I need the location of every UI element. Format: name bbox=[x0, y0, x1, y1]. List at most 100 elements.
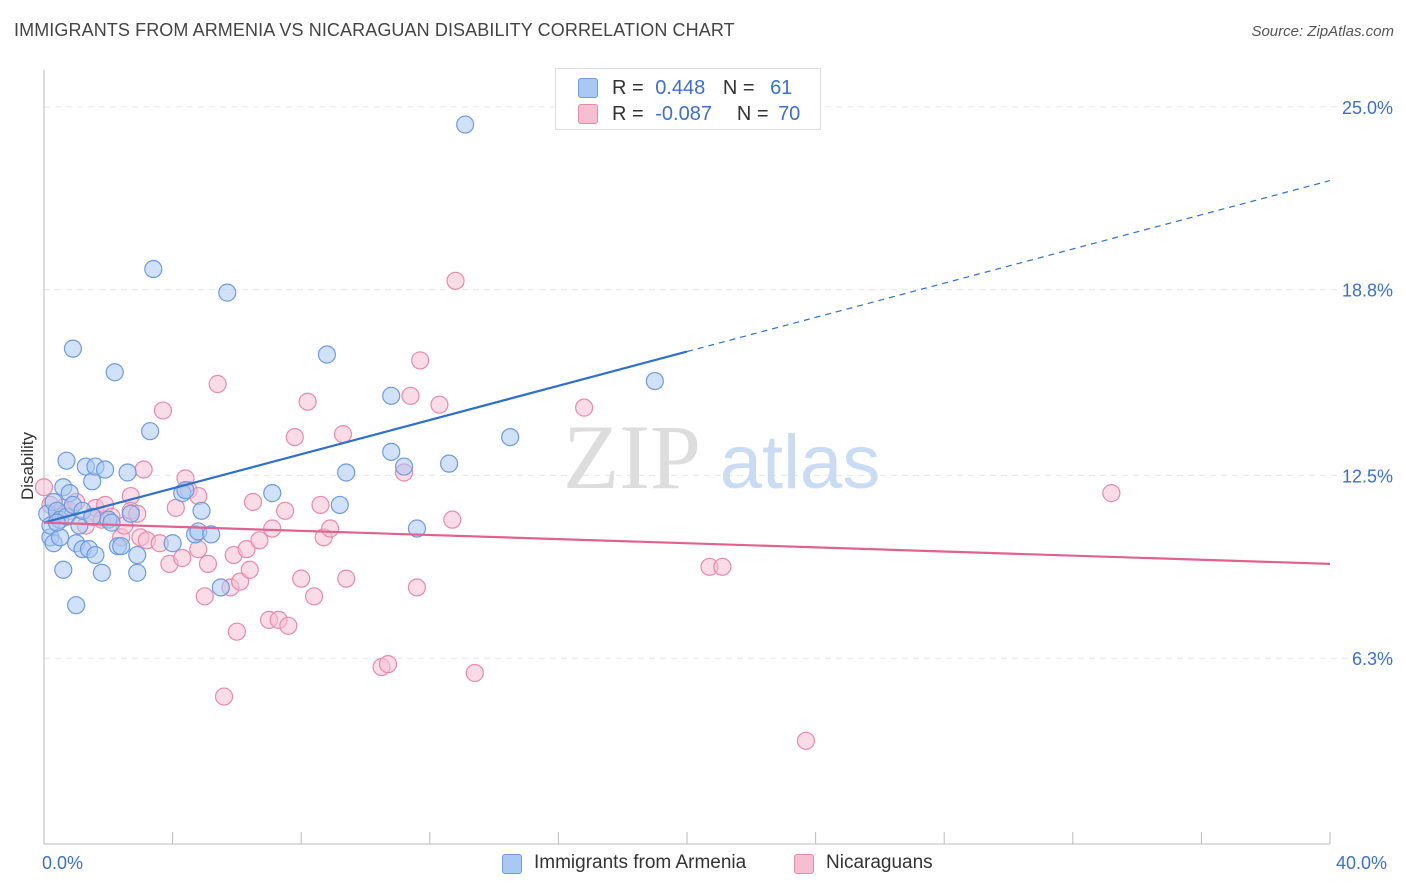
data-point bbox=[645, 371, 664, 391]
data-point bbox=[276, 501, 295, 520]
data-point bbox=[208, 374, 227, 394]
nicaraguans-swatch bbox=[578, 104, 598, 124]
series-immigrants-from-armenia bbox=[38, 115, 664, 615]
data-point bbox=[796, 731, 816, 750]
stats-text-armenia: R = 0.448 N = 61 bbox=[612, 77, 792, 100]
y-axis-label: Disability bbox=[18, 431, 37, 500]
data-point bbox=[430, 395, 449, 414]
data-point bbox=[54, 560, 73, 579]
legend-label-armenia: Immigrants from Armenia bbox=[534, 852, 747, 873]
data-point bbox=[173, 548, 192, 568]
trend-line-armenia-extension bbox=[686, 179, 1331, 353]
n-label: N = bbox=[722, 77, 755, 99]
data-point bbox=[382, 442, 401, 461]
data-point bbox=[140, 422, 160, 441]
n-value: 70 bbox=[778, 103, 801, 125]
data-point bbox=[279, 616, 298, 635]
data-point bbox=[211, 578, 230, 597]
data-point bbox=[337, 463, 356, 482]
data-point bbox=[243, 492, 263, 512]
data-point bbox=[92, 563, 111, 582]
data-point bbox=[263, 519, 282, 538]
data-point bbox=[218, 283, 237, 302]
data-point bbox=[202, 525, 221, 544]
data-point bbox=[401, 386, 420, 405]
trend-lines bbox=[43, 179, 1331, 565]
trend-line-armenia bbox=[43, 350, 688, 524]
data-point bbox=[192, 501, 211, 520]
data-point bbox=[153, 401, 173, 420]
data-point bbox=[128, 563, 147, 582]
stats-text-nicaraguans: R = -0.087 N = 70 bbox=[612, 103, 800, 126]
data-point bbox=[118, 463, 137, 482]
axes bbox=[43, 70, 1331, 845]
data-point bbox=[456, 115, 475, 134]
data-point bbox=[250, 531, 269, 550]
data-point bbox=[394, 457, 414, 476]
y-tick-labels: 6.3% 12.5% 18.8% 25.0% bbox=[1342, 98, 1393, 669]
chart-title: IMMIGRANTS FROM ARMENIA VS NICARAGUAN DI… bbox=[14, 20, 735, 40]
trend-line-nicaraguans bbox=[43, 521, 1331, 565]
data-point bbox=[102, 513, 121, 532]
n-value: 61 bbox=[770, 77, 793, 99]
r-value: 0.448 bbox=[655, 77, 706, 99]
series-legend: Immigrants from Armenia Nicaraguans bbox=[0, 852, 1406, 878]
data-point bbox=[411, 351, 430, 370]
data-point bbox=[465, 663, 484, 683]
data-point bbox=[214, 687, 234, 706]
data-point bbox=[292, 569, 311, 588]
data-point bbox=[285, 427, 304, 447]
data-point bbox=[298, 392, 317, 411]
data-point bbox=[446, 271, 465, 290]
watermark: ZIP atlas bbox=[563, 406, 880, 508]
y-tick-label: 25.0% bbox=[1342, 98, 1393, 118]
data-point bbox=[95, 460, 115, 479]
data-point bbox=[321, 519, 340, 538]
watermark-zip: ZIP bbox=[563, 406, 701, 508]
data-point bbox=[407, 519, 427, 538]
data-point bbox=[144, 259, 163, 279]
data-point bbox=[304, 587, 324, 606]
r-label: R = bbox=[612, 77, 644, 99]
data-point bbox=[195, 587, 214, 606]
data-point bbox=[34, 478, 54, 497]
data-point bbox=[134, 460, 153, 479]
data-point bbox=[105, 363, 124, 382]
n-label: N = bbox=[736, 103, 769, 125]
watermark-atlas: atlas bbox=[720, 420, 881, 505]
data-point bbox=[333, 425, 353, 444]
data-point bbox=[407, 578, 427, 597]
r-value: -0.087 bbox=[655, 103, 712, 125]
data-point bbox=[330, 495, 349, 515]
data-point bbox=[378, 655, 398, 674]
gridlines bbox=[44, 106, 1392, 659]
data-point bbox=[121, 504, 140, 523]
data-point bbox=[317, 345, 337, 364]
data-point bbox=[198, 554, 218, 573]
armenia-swatch bbox=[578, 78, 598, 98]
legend-label-nicaraguans: Nicaraguans bbox=[826, 852, 933, 873]
source-label: Source: ZipAtlas.com bbox=[1251, 23, 1394, 40]
x-tick-label-min: 0.0% bbox=[42, 853, 84, 873]
data-point bbox=[67, 596, 86, 615]
y-tick-label: 6.3% bbox=[1352, 649, 1393, 669]
data-point bbox=[227, 622, 246, 641]
data-point bbox=[443, 510, 462, 529]
data-point bbox=[57, 451, 76, 470]
data-point bbox=[163, 534, 182, 553]
armenia-legend-swatch bbox=[502, 854, 522, 874]
data-point bbox=[501, 427, 520, 447]
nicaraguans-legend-swatch bbox=[794, 854, 814, 874]
data-point bbox=[311, 495, 330, 515]
data-point bbox=[112, 537, 131, 556]
data-point bbox=[263, 484, 282, 503]
r-label: R = bbox=[612, 103, 644, 125]
data-point bbox=[575, 398, 594, 417]
data-point bbox=[63, 339, 83, 358]
data-point bbox=[128, 545, 147, 565]
data-point bbox=[439, 454, 459, 473]
y-tick-label: 12.5% bbox=[1342, 466, 1393, 486]
data-point bbox=[86, 545, 105, 565]
x-tick-label-max: 40.0% bbox=[1336, 853, 1388, 873]
data-point bbox=[382, 386, 401, 405]
